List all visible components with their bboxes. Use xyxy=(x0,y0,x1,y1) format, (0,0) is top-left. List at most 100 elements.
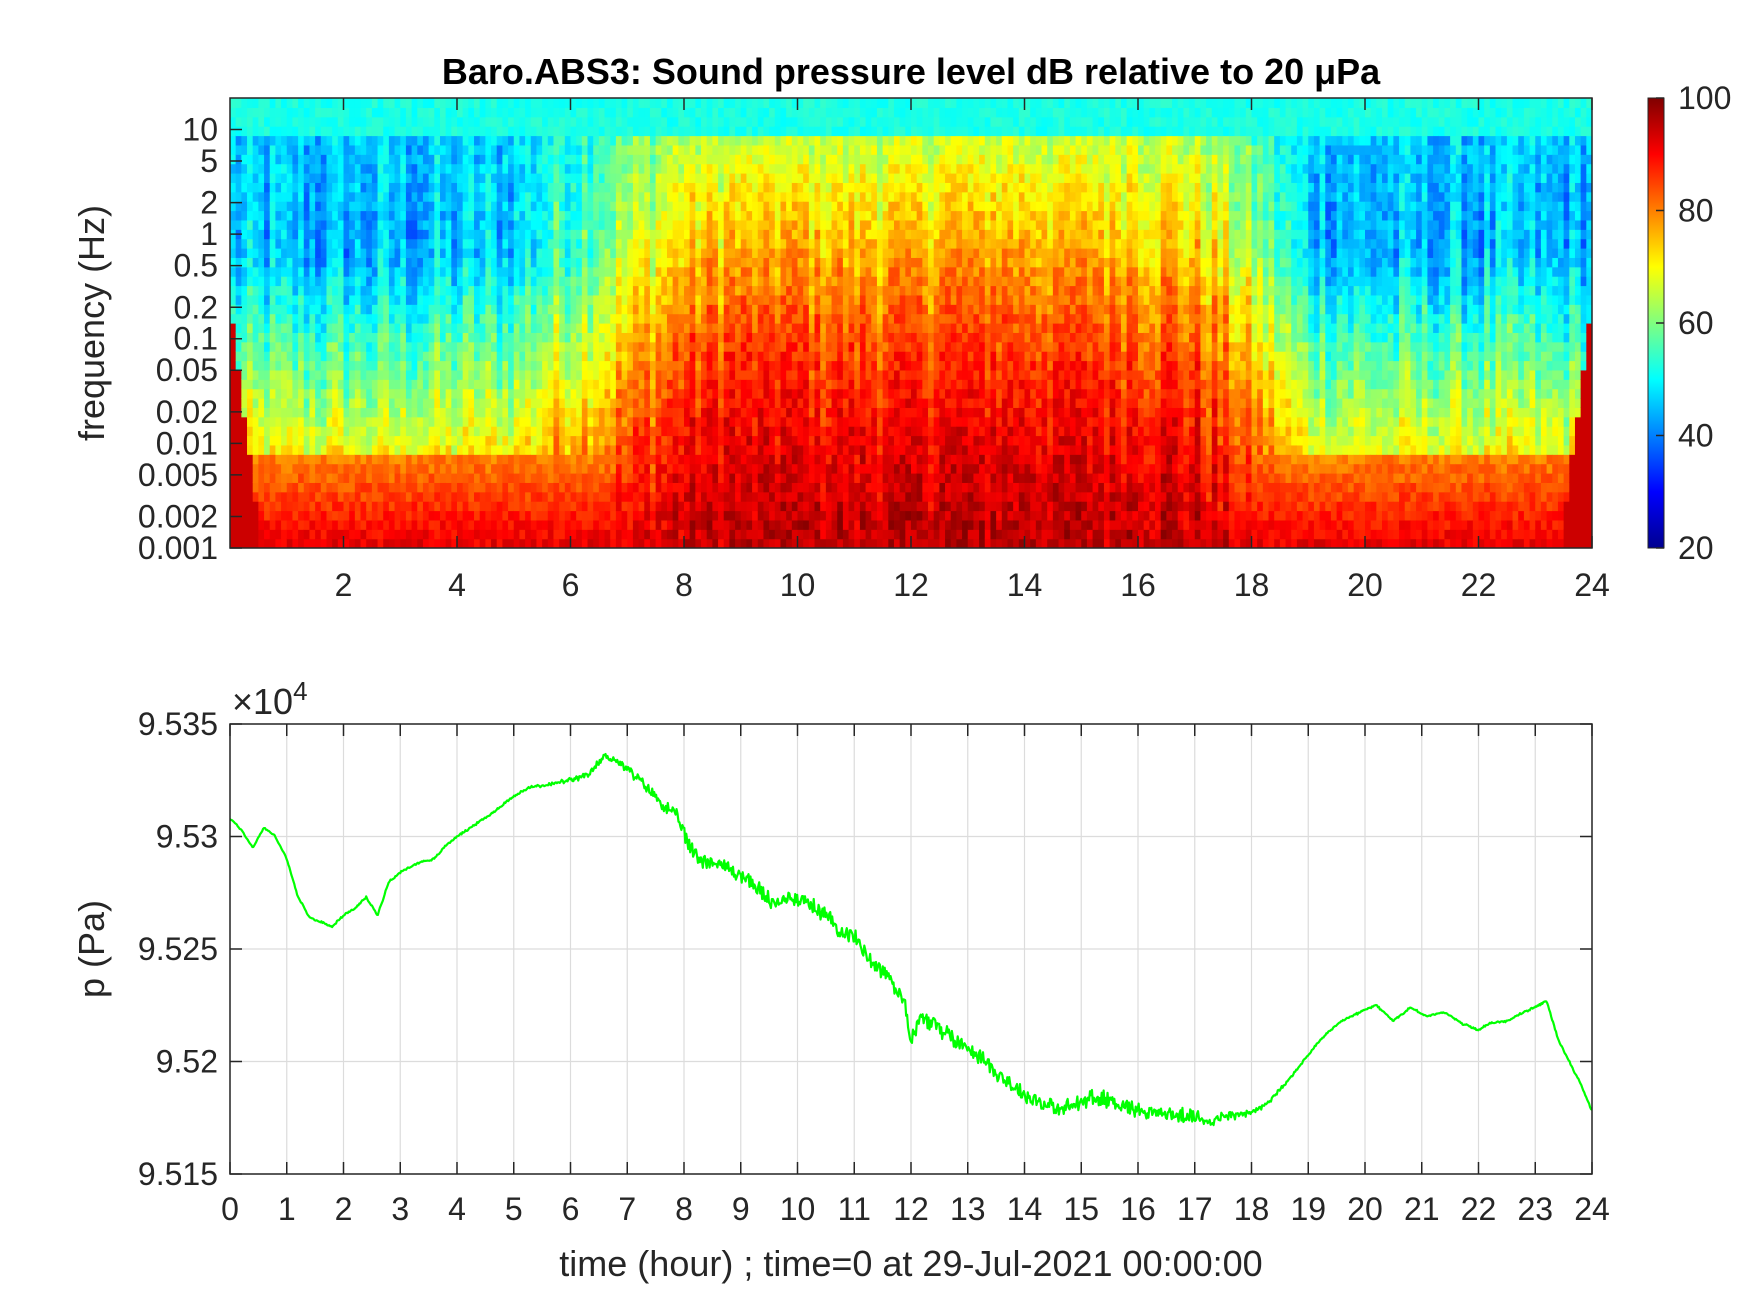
spectrogram-cell xyxy=(326,135,333,146)
spectrogram-cell xyxy=(678,379,685,390)
spectrogram-cell xyxy=(718,501,725,512)
spectrogram-cell xyxy=(808,351,816,362)
spectrogram-cell xyxy=(343,285,350,296)
spectrogram-cell xyxy=(649,360,657,371)
spectrogram-cell xyxy=(269,144,276,155)
spectrogram-cell xyxy=(610,285,617,296)
spectrogram-cell xyxy=(241,379,248,390)
spectrogram-cell xyxy=(366,182,373,193)
spectrogram-cell xyxy=(519,248,526,258)
spectrogram-cell xyxy=(508,313,515,324)
spectrogram-cell xyxy=(678,201,685,212)
spectrogram-cell xyxy=(752,519,759,530)
spectrogram-cell xyxy=(457,444,464,455)
spectrogram-cell xyxy=(644,407,651,418)
spectrogram-cell xyxy=(570,144,577,155)
spectrogram-cell xyxy=(706,510,713,521)
spectrogram-cell xyxy=(632,454,640,465)
spectrogram-cell xyxy=(258,98,265,108)
spectrogram-cell xyxy=(615,463,623,474)
spectrogram-cell xyxy=(769,163,776,174)
spectrogram-cell xyxy=(405,510,413,521)
spectrogram-cell xyxy=(814,529,821,540)
spectrogram-cell xyxy=(388,154,396,165)
spectrogram-cell xyxy=(332,491,339,502)
spectrogram-cell xyxy=(632,407,640,418)
spectrogram-cell xyxy=(309,248,316,258)
spectrogram-cell xyxy=(627,379,634,390)
spectrogram-cell xyxy=(252,332,259,343)
spectrogram-cell xyxy=(474,238,481,249)
spectrogram-cell xyxy=(230,416,237,427)
spectrogram-cell xyxy=(706,332,713,343)
spectrogram-cell xyxy=(235,519,242,530)
spectrogram-cell xyxy=(513,285,521,296)
spectrogram-cell xyxy=(763,135,770,146)
spectrogram-cell xyxy=(502,266,509,277)
spectrogram-cell xyxy=(752,482,759,493)
spectrogram-cell xyxy=(252,519,259,530)
spectrogram-cell xyxy=(570,388,577,399)
spectrogram-cell xyxy=(371,173,379,183)
spectrogram-cell xyxy=(371,407,379,418)
spectrogram-cell xyxy=(786,323,793,333)
spectrogram-cell xyxy=(405,144,413,155)
spectrogram-cell xyxy=(457,182,464,193)
spectrogram-cell xyxy=(774,435,782,446)
spectrogram-cell xyxy=(564,351,572,362)
spectrogram-cell xyxy=(735,388,742,399)
spectrogram-cell xyxy=(632,182,640,193)
spectrogram-cell xyxy=(718,219,725,230)
spectrogram-cell xyxy=(791,454,799,465)
spectrogram-cell xyxy=(400,463,407,474)
spectrogram-cell xyxy=(354,426,362,437)
spectrogram-cell xyxy=(388,182,396,193)
spectrogram-cell xyxy=(638,482,645,493)
spectrogram-cell xyxy=(258,332,265,343)
spectrogram-cell xyxy=(439,144,447,155)
spectrogram-cell xyxy=(281,276,288,287)
spectrogram-cell xyxy=(627,126,634,137)
spectrogram-cell xyxy=(803,154,810,165)
spectrogram-cell xyxy=(525,191,532,202)
spectrogram-cell xyxy=(712,257,719,268)
spectrogram-cell xyxy=(757,426,765,437)
spectrogram-cell xyxy=(422,454,430,465)
spectrogram-cell xyxy=(298,323,305,333)
spectrogram-cell xyxy=(496,229,503,240)
spectrogram-cell xyxy=(343,154,350,165)
spectrogram-cell xyxy=(315,435,322,446)
spectrogram-cell xyxy=(712,351,719,362)
spectrogram-cell xyxy=(695,332,702,343)
spectrogram-cell xyxy=(678,116,685,127)
spectrogram-cell xyxy=(513,341,521,352)
spectrogram-cell xyxy=(712,191,719,202)
spectrogram-cell xyxy=(598,116,606,127)
spectrogram-cell xyxy=(241,238,248,249)
spectrogram-cell xyxy=(434,501,441,512)
spectrogram-cell xyxy=(230,257,237,268)
spectrogram-cell xyxy=(729,323,736,333)
spectrogram-cell xyxy=(230,454,237,465)
spectrogram-cell xyxy=(360,435,367,446)
spectrogram-cell xyxy=(275,238,282,249)
spectrogram-cell xyxy=(576,257,583,268)
spectrogram-cell xyxy=(281,463,288,474)
spectrogram-cell xyxy=(729,229,736,240)
spectrogram-cell xyxy=(553,444,560,455)
spectrogram-cell xyxy=(678,426,685,437)
spectrogram-cell xyxy=(264,257,271,268)
spectrogram-cell xyxy=(411,154,418,165)
spectrogram-cell xyxy=(457,266,464,277)
spectrogram-cell xyxy=(553,126,560,137)
spectrogram-cell xyxy=(298,201,305,212)
spectrogram-cell xyxy=(666,126,674,137)
spectrogram-cell xyxy=(797,163,804,174)
spectrogram-cell xyxy=(354,116,362,127)
spectrogram-cell xyxy=(309,285,316,296)
spectrogram-cell xyxy=(269,341,276,352)
spectrogram-cell xyxy=(803,341,810,352)
spectrogram-cell xyxy=(332,369,339,380)
spectrogram-cell xyxy=(457,416,464,427)
spectrogram-cell xyxy=(230,463,237,474)
